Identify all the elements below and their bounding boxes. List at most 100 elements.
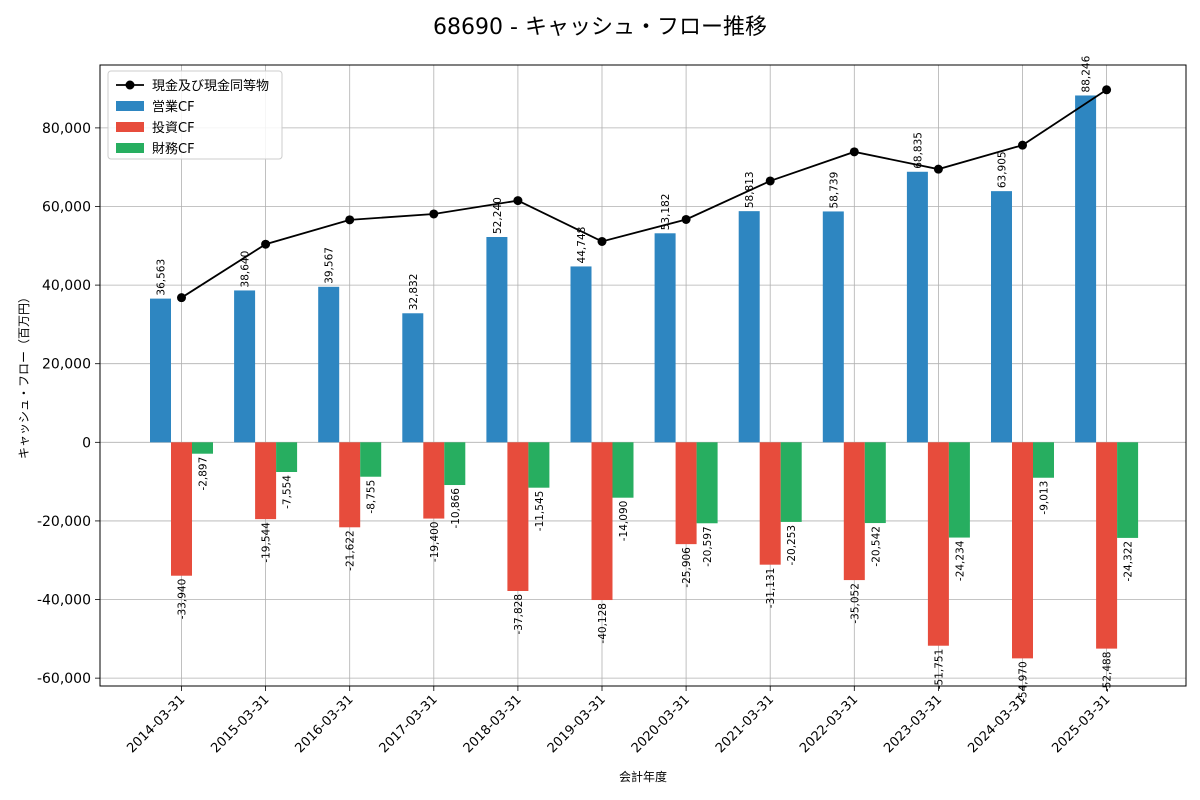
x-tick-label: 2022-03-31 bbox=[797, 692, 861, 756]
bar bbox=[171, 442, 192, 576]
bar bbox=[150, 298, 171, 443]
bar bbox=[318, 286, 340, 443]
bar bbox=[1012, 442, 1033, 659]
bar-value-label: -33,940 bbox=[177, 579, 189, 620]
bar-value-label: -2,897 bbox=[198, 457, 210, 491]
bar-value-label: -8,755 bbox=[366, 480, 378, 514]
x-tick-label: 2021-03-31 bbox=[713, 692, 777, 756]
y-tick-label: -40,000 bbox=[37, 593, 91, 609]
bar bbox=[991, 191, 1012, 443]
bar-value-label: 38,640 bbox=[240, 251, 252, 288]
legend-box bbox=[107, 70, 283, 160]
cash-balance-point bbox=[597, 236, 607, 246]
bar-value-label: -19,400 bbox=[429, 522, 441, 563]
cash-balance-point bbox=[849, 147, 859, 157]
bar-value-label: 36,563 bbox=[156, 259, 168, 296]
bar-value-label: 39,567 bbox=[324, 247, 336, 284]
bar bbox=[906, 171, 928, 443]
legend-entry-label: 投資CF bbox=[152, 120, 195, 136]
chart-title: 68690 - キャッシュ・フロー推移 bbox=[433, 15, 767, 40]
bar bbox=[759, 442, 781, 565]
bar-value-label: -14,090 bbox=[618, 501, 630, 542]
cash-balance-point bbox=[345, 215, 355, 225]
bar-value-label: -7,554 bbox=[282, 475, 294, 509]
labels-layer: 36,563 38,640 39,567 32,832 52,240 44,748 53,1… bbox=[156, 55, 1135, 701]
bar bbox=[276, 442, 298, 473]
bar bbox=[1033, 442, 1054, 478]
y-tick-label: -60,000 bbox=[37, 671, 91, 687]
bar-value-label: -20,253 bbox=[786, 525, 798, 566]
cash-balance-point bbox=[177, 293, 186, 303]
bar-value-label: -24,322 bbox=[1123, 541, 1135, 582]
bar bbox=[654, 233, 676, 443]
bar bbox=[507, 442, 529, 591]
bar bbox=[843, 442, 865, 581]
bar-value-label: -9,013 bbox=[1039, 481, 1051, 515]
cash-balance-point bbox=[1018, 140, 1027, 150]
bar-value-label: 53,182 bbox=[660, 194, 672, 231]
bar-value-label: -24,234 bbox=[954, 540, 966, 581]
bar bbox=[255, 442, 277, 520]
cash-balance-point bbox=[1102, 85, 1112, 95]
bar bbox=[486, 236, 508, 443]
cash-balance-point bbox=[261, 239, 271, 249]
x-tick-label: 2023-03-31 bbox=[881, 692, 945, 756]
cash-balance-point bbox=[429, 209, 439, 219]
x-tick-label: 2018-03-31 bbox=[461, 692, 525, 756]
bar bbox=[780, 442, 802, 522]
bar-value-label: -11,545 bbox=[534, 491, 546, 532]
bar bbox=[948, 442, 970, 538]
bar bbox=[1117, 442, 1139, 538]
bar bbox=[402, 313, 424, 443]
bar bbox=[675, 442, 697, 545]
legend-bar-swatch bbox=[116, 143, 144, 153]
legend-marker-swatch bbox=[125, 80, 135, 90]
legend-bar-swatch bbox=[116, 101, 144, 111]
y-tick-label: 60,000 bbox=[42, 199, 91, 215]
bar-value-label: 52,240 bbox=[492, 197, 504, 234]
bar-value-label: 58,739 bbox=[828, 172, 840, 209]
x-tick-label: 2015-03-31 bbox=[208, 692, 272, 756]
bar bbox=[822, 211, 844, 443]
cash-balance-point bbox=[513, 196, 523, 206]
bar bbox=[1075, 95, 1097, 443]
x-tick-label: 2016-03-31 bbox=[292, 692, 356, 756]
x-tick-label: 2014-03-31 bbox=[124, 692, 188, 756]
x-tick-label: 2025-03-31 bbox=[1049, 692, 1113, 756]
bar-value-label: -37,828 bbox=[513, 594, 525, 635]
bar bbox=[612, 442, 634, 498]
bars-layer bbox=[150, 95, 1139, 659]
cash-balance-point bbox=[933, 164, 943, 174]
legend-entry-label: 営業CF bbox=[152, 99, 195, 115]
bar-value-label: -35,052 bbox=[849, 583, 861, 624]
bar-value-label: -40,128 bbox=[597, 603, 609, 644]
x-tick-label: 2024-03-31 bbox=[965, 692, 1029, 756]
bar-value-label: -20,542 bbox=[870, 526, 882, 567]
x-axis-label: 会計年度 bbox=[619, 769, 667, 784]
bar-value-label: -10,866 bbox=[450, 488, 462, 529]
y-tick-label: 80,000 bbox=[42, 121, 91, 137]
bar bbox=[234, 290, 256, 443]
y-tick-label: -20,000 bbox=[37, 514, 91, 530]
bar-value-label: -19,544 bbox=[261, 522, 273, 563]
bar-value-label: 32,832 bbox=[408, 274, 420, 311]
legend-entry-label: 財務CF bbox=[152, 142, 195, 157]
y-axis-label: キャッシュ・フロー（百万円） bbox=[17, 291, 31, 459]
bar-value-label: -21,622 bbox=[345, 530, 357, 571]
line-layer bbox=[177, 85, 1112, 303]
bar bbox=[528, 442, 550, 488]
bar-value-label: 44,748 bbox=[576, 227, 588, 264]
bar bbox=[927, 442, 949, 646]
y-tick-label: 40,000 bbox=[42, 278, 91, 294]
bar bbox=[1096, 442, 1118, 649]
legend-entry-label: 現金及び現金同等物 bbox=[152, 78, 269, 94]
bar-value-label: -31,131 bbox=[765, 568, 777, 609]
legend-bar-swatch bbox=[116, 122, 144, 132]
plot-frame bbox=[99, 64, 1187, 687]
bar-value-label: 63,905 bbox=[997, 151, 1009, 188]
bar-value-label: -51,751 bbox=[933, 649, 945, 690]
bar bbox=[423, 442, 445, 519]
